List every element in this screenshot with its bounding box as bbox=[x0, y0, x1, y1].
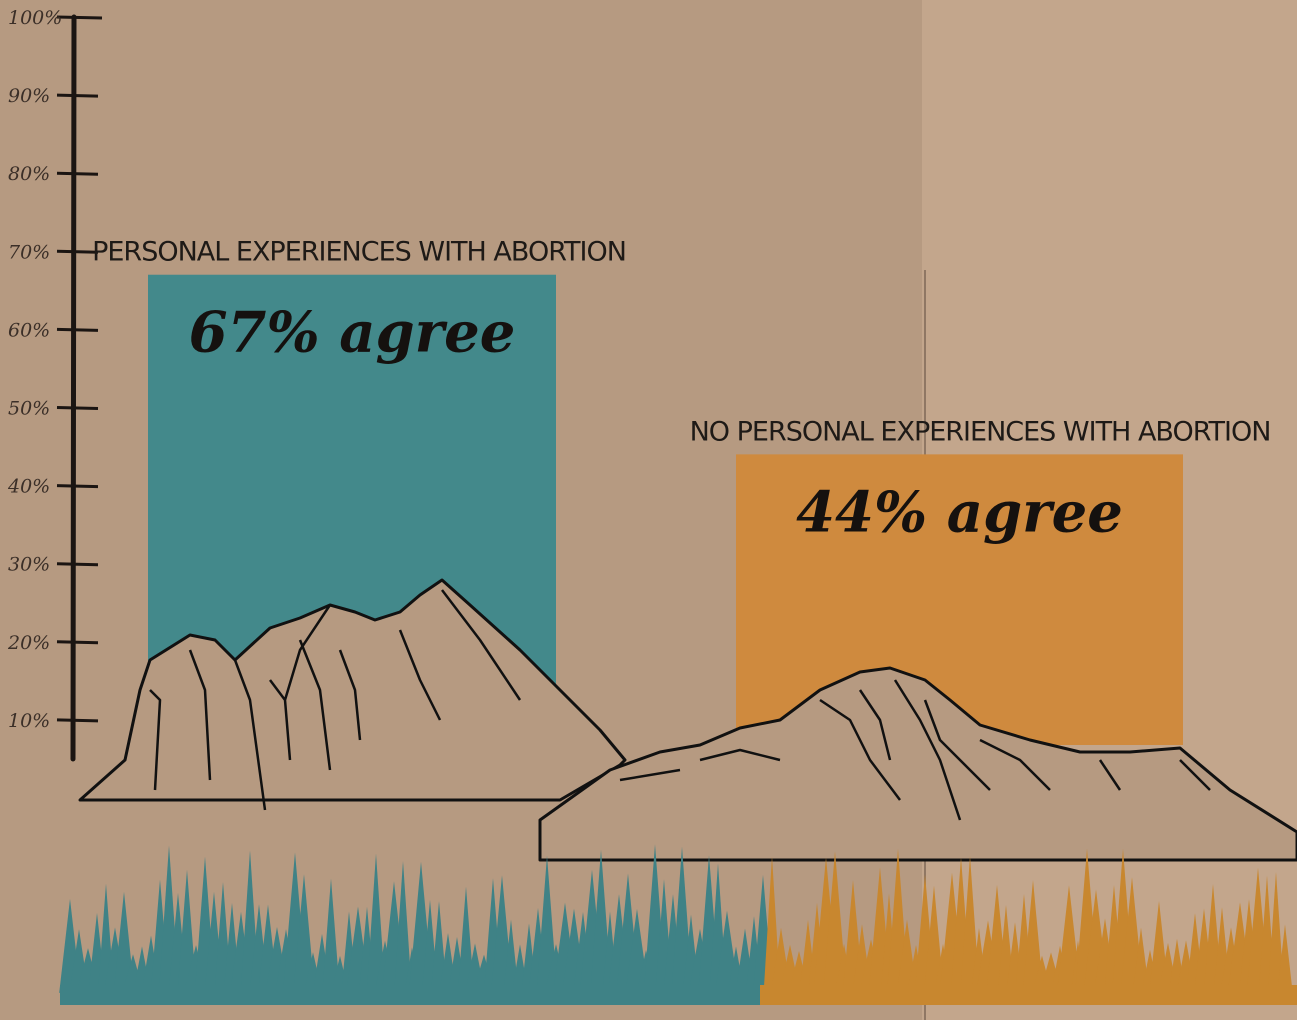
y-tick-mark bbox=[56, 484, 99, 489]
y-tick-label: 50% bbox=[8, 398, 50, 420]
y-axis: 10% 20% 30% 40% 50% 60% 70% 80% 90% 100% bbox=[7, 7, 103, 762]
y-tick-mark bbox=[56, 15, 103, 20]
data-label: 44% agree bbox=[796, 479, 1123, 545]
y-tick-label: 20% bbox=[7, 632, 50, 654]
tree-shape bbox=[394, 860, 412, 993]
forest-illustration bbox=[59, 844, 1297, 1005]
tree-shape bbox=[960, 856, 980, 994]
mountains-illustration bbox=[78, 578, 1297, 862]
y-tick-mark bbox=[56, 171, 99, 176]
y-tick-mark bbox=[56, 562, 99, 567]
tree-shape bbox=[1276, 924, 1294, 996]
data-label: 67% agree bbox=[189, 300, 516, 366]
y-tick-mark bbox=[56, 718, 99, 723]
y-tick-label: 10% bbox=[8, 710, 50, 732]
y-tick-mark bbox=[56, 93, 99, 98]
tree-shape bbox=[1267, 871, 1285, 996]
y-tick-mark bbox=[56, 406, 99, 410]
y-tick-label: 100% bbox=[8, 7, 62, 29]
tree-shape bbox=[822, 851, 848, 996]
y-tick-label: 40% bbox=[7, 476, 50, 498]
category-label: NO PERSONAL EXPERIENCES WITH ABORTION bbox=[690, 416, 1271, 447]
category-label: PERSONAL EXPERIENCES WITH ABORTION bbox=[92, 237, 626, 268]
tree-shape bbox=[366, 853, 386, 993]
y-tick-label: 90% bbox=[8, 85, 50, 107]
tree-shape bbox=[292, 874, 316, 997]
y-tick-label: 70% bbox=[8, 241, 50, 263]
forest-base-teal bbox=[60, 985, 780, 1005]
y-tick-mark bbox=[56, 327, 99, 332]
tree-shape bbox=[1022, 880, 1044, 993]
y-tick-label: 30% bbox=[8, 554, 50, 576]
y-tick-mark bbox=[56, 249, 99, 254]
y-tick-mark bbox=[56, 640, 99, 645]
y-tick-label: 60% bbox=[8, 319, 50, 341]
tree-shape bbox=[924, 885, 944, 993]
y-axis-line bbox=[70, 14, 77, 762]
forest-base-orange bbox=[760, 985, 1297, 1005]
tree-shape bbox=[321, 878, 341, 1000]
y-tick-label: 80% bbox=[8, 163, 50, 185]
